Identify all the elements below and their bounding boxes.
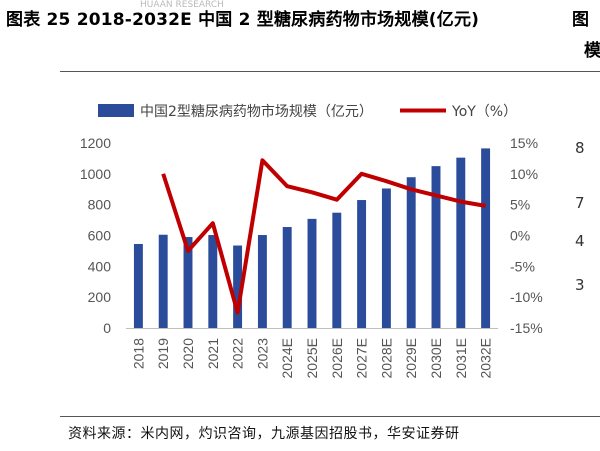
adjacent-figure-title-cut: 图 (572, 10, 589, 30)
bar (481, 148, 491, 328)
y-left-tick-label: 0 (103, 320, 111, 336)
x-tick-label: 2019 (155, 338, 171, 369)
y-left-tick-label: 800 (88, 197, 112, 213)
x-tick-label: 2031E (453, 338, 469, 378)
bar (257, 235, 267, 328)
legend-bar-label: 中国2型糖尿病药物市场规模（亿元） (140, 103, 373, 120)
bar (208, 235, 218, 328)
x-tick-label: 2032E (478, 338, 494, 378)
x-tick-label: 2028E (378, 338, 394, 378)
y-right-tick-label: -15% (510, 320, 543, 336)
y-right-tick-label: 5% (510, 197, 530, 213)
x-tick-label: 2025E (304, 338, 320, 378)
y-right-tick-label: 10% (510, 166, 538, 182)
adjacent-figure-title-cut-line2: 模 (584, 41, 600, 61)
bar (431, 166, 441, 328)
y-right-tick-label: 15% (510, 135, 538, 151)
y-left-tick-label: 200 (88, 289, 112, 305)
bottom-rule (60, 416, 600, 417)
x-tick-label: 2026E (329, 338, 345, 378)
y-right-tick-label: 0% (510, 228, 530, 244)
bar (158, 234, 168, 328)
x-tick-label: 2024E (279, 338, 295, 378)
y-right-tick-label: -5% (510, 258, 535, 274)
x-tick-label: 2022 (230, 338, 246, 369)
x-tick-label: 2029E (403, 338, 419, 378)
x-tick-label: 2020 (180, 338, 196, 369)
y-left-tick-label: 1000 (80, 166, 111, 182)
bar (183, 237, 193, 328)
x-tick-label: 2027E (354, 338, 370, 378)
adjacent-chart-label: 4 (575, 232, 585, 250)
y-left-tick-label: 600 (88, 228, 112, 244)
adjacent-chart-label: 8 (575, 139, 585, 157)
legend-bar-swatch (98, 104, 134, 117)
y-left-tick-label: 1200 (80, 135, 111, 151)
adjacent-chart-label: 7 (575, 194, 585, 212)
bar (282, 227, 292, 328)
bar (357, 200, 367, 328)
source-note: 资料来源：米内网，灼识咨询，九源基因招股书，华安证券研 (68, 426, 460, 442)
x-tick-label: 2018 (130, 338, 146, 369)
legend-line-label: YoY（%） (451, 104, 517, 120)
bar (233, 245, 243, 328)
yoy-line (161, 158, 486, 315)
y-right-tick-label: -10% (510, 289, 543, 305)
bar (381, 188, 391, 328)
bar (307, 218, 317, 328)
figure-title: 图表 25 2018-2032E 中国 2 型糖尿病药物市场规模(亿元) (6, 10, 480, 30)
x-tick-label: 2030E (428, 338, 444, 378)
bar (456, 157, 466, 328)
bar (332, 212, 342, 328)
x-tick-label: 2023 (254, 338, 270, 369)
adjacent-chart-label: 3 (575, 276, 585, 294)
top-rule (60, 71, 600, 72)
bar (133, 243, 143, 328)
bar (406, 177, 416, 328)
watermark: HUAAN RESEARCH (140, 0, 224, 10)
x-tick-label: 2021 (205, 338, 221, 369)
y-left-tick-label: 400 (88, 258, 112, 274)
